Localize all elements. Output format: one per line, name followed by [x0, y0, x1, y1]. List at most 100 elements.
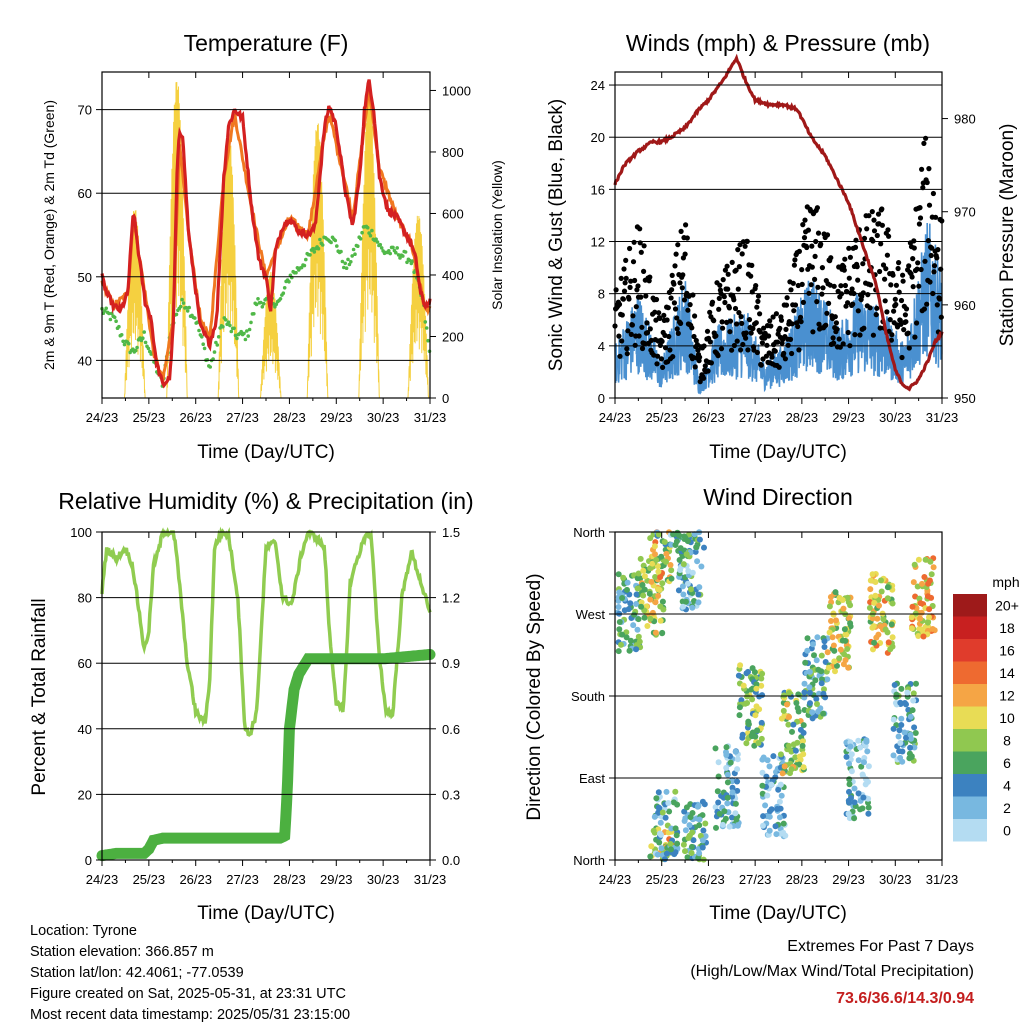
colorbar-label: 14 [999, 665, 1015, 681]
humidity-ytick-label: 40 [78, 722, 92, 737]
colorbar-swatch [953, 616, 987, 639]
gust-point [641, 268, 647, 274]
wind-direction-point [799, 742, 806, 749]
wind-direction-point [826, 629, 833, 636]
wind-direction-point [696, 822, 703, 829]
humidity-y2tick-label: 0.9 [442, 656, 460, 671]
wind-direction-point [656, 839, 663, 846]
wind-direction-point [655, 789, 662, 796]
gust-point [868, 282, 874, 288]
dewpoint-point [274, 302, 279, 307]
gust-point [627, 284, 633, 290]
wind-direction-point [667, 562, 674, 568]
wind-direction-point [633, 601, 640, 607]
humidity-xtick-label: 28/23 [273, 872, 306, 887]
humidity-ytick-label: 0 [85, 853, 92, 868]
gust-point [846, 245, 852, 251]
gust-point [917, 205, 923, 211]
gust-point [866, 213, 872, 219]
wind-direction-point [655, 804, 662, 811]
direction-xtick-label: 31/23 [926, 872, 959, 887]
wind-direction-point [662, 814, 669, 821]
wind-direction-point [915, 556, 922, 563]
wind-direction-point [831, 647, 838, 654]
wind-direction-point [847, 620, 854, 627]
gust-point [675, 242, 681, 248]
wind-direction-point [919, 580, 925, 587]
wind-direction-point [726, 823, 733, 830]
gust-point [886, 233, 892, 239]
dewpoint-point [205, 358, 210, 362]
gust-point [729, 347, 735, 353]
extremes-title: Extremes For Past 7 Days [787, 938, 974, 955]
direction-xtick-label: 27/23 [739, 872, 772, 887]
gust-point [669, 272, 675, 278]
gust-point [749, 262, 755, 268]
dewpoint-point [423, 320, 428, 324]
gust-point [707, 339, 713, 345]
gust-point [911, 245, 917, 251]
wind-direction-point [659, 809, 666, 816]
wind-direction-point [766, 763, 773, 770]
wind-direction-point [670, 531, 677, 538]
colorbar-label: 10 [999, 710, 1015, 726]
wind-direction-point [680, 591, 687, 598]
gust-point [799, 267, 805, 273]
wind-direction-point [846, 799, 853, 806]
wind-direction-point [663, 850, 670, 857]
gust-point [673, 251, 679, 257]
wind-direction-point [755, 740, 762, 746]
gust-point [788, 287, 794, 293]
dewpoint-point [254, 302, 259, 307]
gust-point [804, 244, 810, 251]
wind-direction-point [891, 682, 898, 688]
gust-point [621, 266, 627, 272]
gust-point [662, 345, 669, 351]
wind-direction-point [713, 824, 719, 831]
dewpoint-point [201, 342, 205, 347]
gust-point [819, 265, 826, 271]
gust-point [906, 263, 912, 269]
wind-direction-point [845, 810, 852, 817]
wind-direction-point [929, 626, 936, 632]
wind-direction-point [837, 646, 844, 653]
wind-direction-point [677, 567, 684, 573]
gust-point [745, 347, 751, 353]
wind-direction-point [928, 571, 935, 578]
wind-direction-point [869, 624, 876, 631]
gust-point [651, 352, 657, 358]
wind-direction-point [875, 631, 882, 638]
dewpoint-point [121, 339, 125, 344]
gust-point [838, 283, 844, 289]
gust-point [669, 287, 675, 293]
gust-point [925, 238, 932, 244]
gust-point [790, 280, 796, 286]
gust-point [846, 275, 852, 281]
dewpoint-point [114, 319, 118, 324]
gust-point [812, 276, 818, 282]
wind-direction-point [758, 675, 765, 682]
wind-direction-point [736, 712, 743, 719]
wind-direction-point [758, 682, 765, 689]
temperature-xtick-label: 30/23 [367, 410, 400, 425]
wind-y2tick-label: 960 [954, 298, 976, 313]
wind-direction-point [759, 756, 766, 763]
wind-direction-point [743, 670, 750, 677]
wind-direction-point [734, 822, 741, 829]
wind-direction-point [870, 646, 876, 653]
gust-point [781, 350, 787, 356]
wind-direction-point [778, 792, 785, 799]
gust-point [877, 325, 883, 331]
created-text: Figure created on Sat, 2025-05-31, at 23… [30, 986, 346, 1002]
wind-direction-point [633, 591, 640, 598]
gust-point [874, 305, 880, 311]
wind-direction-point [789, 728, 795, 735]
dewpoint-point [215, 343, 220, 347]
dewpoint-point [256, 297, 260, 301]
wind-direction-point [724, 800, 731, 807]
gust-point [917, 215, 924, 221]
gust-point [621, 288, 628, 294]
wind-direction-point [666, 808, 673, 815]
wind-direction-point [816, 690, 822, 697]
